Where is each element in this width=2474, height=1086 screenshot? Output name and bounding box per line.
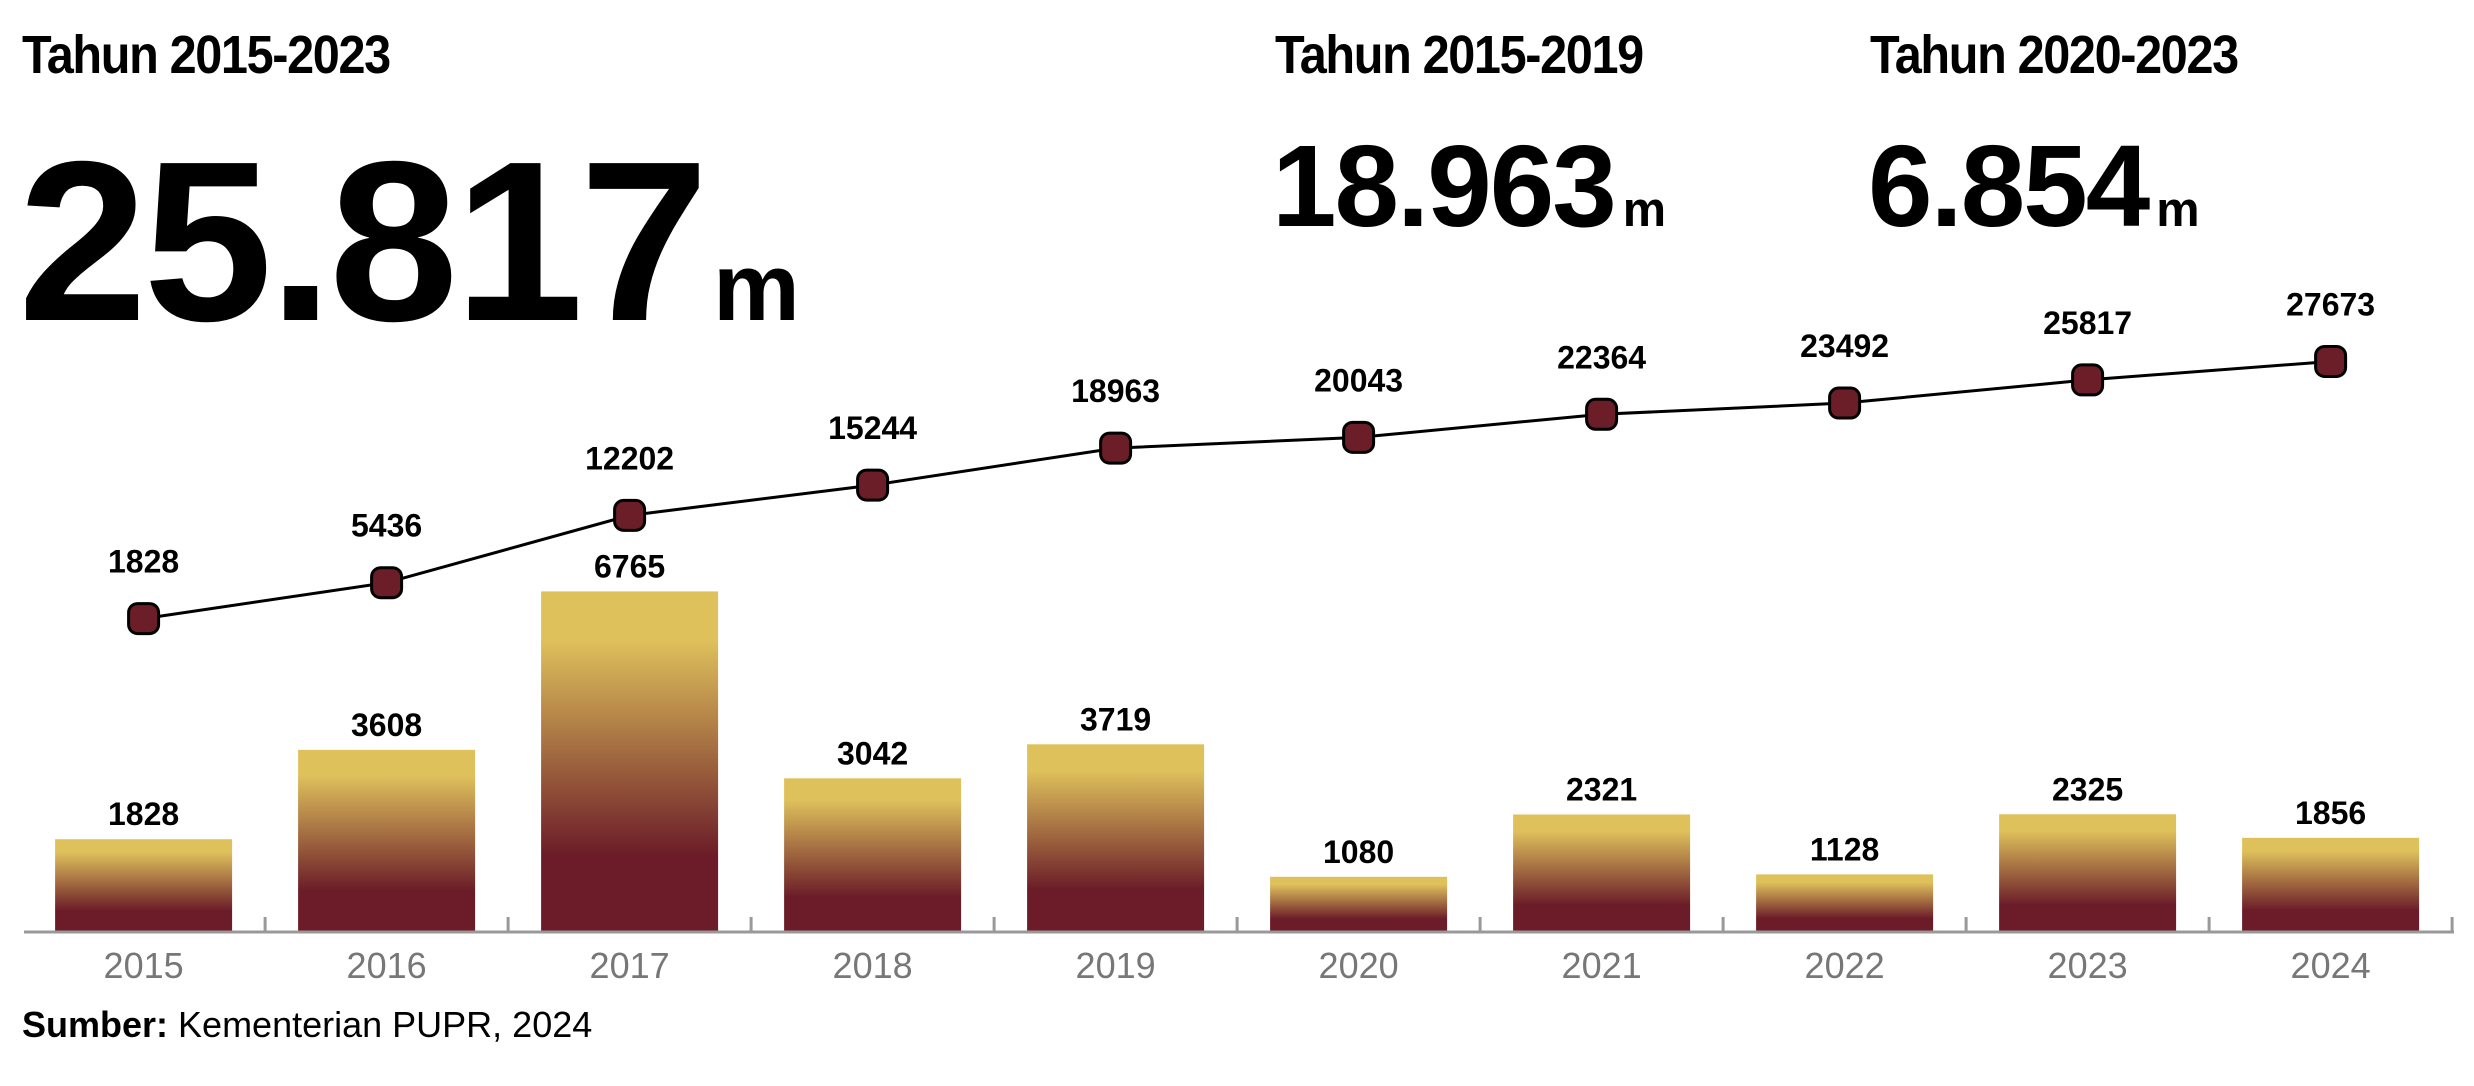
period1-value: 18.963 m [1272, 128, 1666, 244]
source-text: Kementerian PUPR, 2024 [168, 1004, 593, 1045]
bar-value-label: 3608 [351, 707, 422, 743]
cumulative-marker [856, 468, 890, 502]
bar-value-label: 3042 [837, 735, 908, 771]
cumulative-marker [613, 498, 647, 532]
bar-2020 [1270, 876, 1448, 931]
cumulative-value-label: 18963 [1071, 373, 1160, 409]
cumulative-marker [127, 602, 161, 636]
x-tick-label: 2019 [1076, 945, 1156, 986]
main-value-number: 25.817 [18, 115, 709, 369]
period2-value-number: 6.854 [1868, 121, 2150, 251]
x-tick-label: 2021 [1562, 945, 1642, 986]
main-value-unit: m [712, 234, 800, 341]
cumulative-value-label: 27673 [2286, 286, 2375, 322]
bar-2022 [1756, 874, 1934, 931]
cumulative-marker [370, 566, 404, 600]
bar-value-label: 1828 [108, 796, 179, 832]
bar-2016 [298, 749, 476, 931]
cumulative-marker [1342, 420, 1376, 454]
cumulative-marker [1099, 431, 1133, 465]
x-tick-label: 2017 [590, 945, 670, 986]
x-tick-label: 2022 [1805, 945, 1885, 986]
bar-value-label: 2321 [1566, 771, 1637, 807]
main-total-value: 25.817m [18, 128, 800, 356]
period1-value-number: 18.963 [1272, 121, 1617, 251]
x-tick-label: 2015 [104, 945, 184, 986]
cumulative-value-label: 15244 [828, 410, 917, 446]
bar-value-label: 1080 [1323, 834, 1394, 870]
period1-title: Tahun 2015-2019 [1275, 25, 1644, 85]
bar-2015 [55, 839, 233, 931]
period2-value: 6.854 m [1868, 128, 2200, 244]
bar-value-label: 2325 [2052, 771, 2123, 807]
x-tick-label: 2018 [833, 945, 913, 986]
period1-value-unit: m [1622, 183, 1667, 237]
bar-2017 [541, 591, 719, 931]
cumulative-value-label: 23492 [1800, 328, 1889, 364]
cumulative-marker [1828, 386, 1862, 420]
cumulative-line [143, 359, 2331, 621]
x-tick-label: 2016 [347, 945, 427, 986]
cumulative-marker [1585, 397, 1619, 431]
bar-value-label: 3719 [1080, 701, 1151, 737]
cumulative-value-label: 12202 [585, 440, 674, 476]
cumulative-value-label: 20043 [1314, 362, 1403, 398]
cumulative-value-label: 25817 [2043, 305, 2132, 341]
cumulative-marker [2071, 363, 2105, 397]
source-label: Sumber: [22, 1004, 169, 1045]
bar-value-label: 1856 [2295, 795, 2366, 831]
cumulative-value-label: 1828 [108, 544, 179, 580]
bar-2018 [784, 778, 962, 931]
period2-title: Tahun 2020-2023 [1870, 25, 2239, 85]
bar-value-label: 1128 [1810, 831, 1879, 867]
x-tick-label: 2023 [2048, 945, 2128, 986]
x-tick-label: 2024 [2291, 945, 2371, 986]
bar-2021 [1513, 814, 1691, 931]
period2-value-unit: m [2156, 183, 2200, 237]
main-period-title: Tahun 2015-2023 [22, 25, 391, 85]
bar-2024 [2242, 837, 2420, 931]
cumulative-value-label: 5436 [351, 508, 422, 544]
bar-value-label: 6765 [594, 548, 665, 584]
cumulative-marker [2314, 344, 2348, 378]
cumulative-value-label: 22364 [1557, 339, 1646, 375]
source-note: Sumber: Kementerian PUPR, 2024 [22, 1004, 592, 1046]
x-tick-label: 2020 [1319, 945, 1399, 986]
bar-2019 [1027, 744, 1205, 931]
bar-2023 [1999, 814, 2177, 931]
